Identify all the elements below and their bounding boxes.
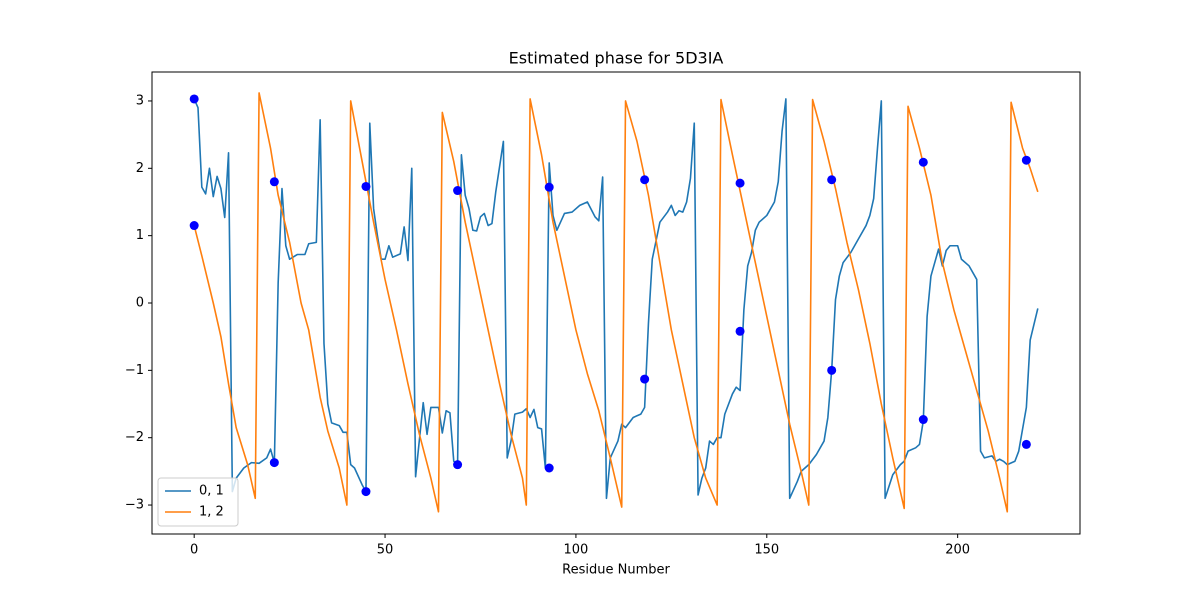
legend-label: 0, 1 (199, 484, 224, 499)
x-tick-label: 100 (564, 543, 589, 558)
marker-point (189, 221, 199, 231)
chart-title: Estimated phase for 5D3IA (509, 49, 724, 68)
marker-point (544, 463, 554, 473)
legend-box (157, 477, 239, 527)
y-tick-label: −2 (125, 430, 144, 445)
marker-point (189, 94, 199, 104)
y-tick-label: 2 (136, 161, 144, 176)
x-tick-label: 0 (190, 543, 198, 558)
marker-point (453, 186, 463, 196)
y-tick-label: 1 (136, 228, 144, 243)
line-series (193, 98, 1039, 500)
marker-point (1021, 439, 1031, 449)
plot-frame (151, 71, 1081, 535)
marker-point (640, 175, 650, 185)
marker-point (918, 415, 928, 425)
marker-point (735, 326, 745, 336)
y-tick-label: −3 (125, 498, 144, 513)
marker-point (269, 458, 279, 468)
legend: 0, 1 1, 2 (157, 477, 239, 527)
y-tick-label: 0 (136, 296, 144, 311)
marker-point (361, 181, 371, 191)
line-series (193, 92, 1039, 513)
x-tick-label: 200 (945, 543, 970, 558)
marker-point (640, 374, 650, 384)
marker-point (827, 175, 837, 185)
marker-point (1021, 155, 1031, 165)
x-tick-label: 150 (754, 543, 779, 558)
legend-label: 1, 2 (199, 505, 224, 520)
marker-point (453, 460, 463, 470)
marker-point (735, 178, 745, 188)
marker-point (827, 365, 837, 375)
marker-point (269, 177, 279, 187)
x-tick-label: 50 (377, 543, 394, 558)
marker-point (918, 157, 928, 167)
y-tick-label: −1 (125, 363, 144, 378)
x-axis-label: Residue Number (562, 563, 670, 578)
y-tick-label: 3 (136, 93, 144, 108)
marker-point (544, 182, 554, 192)
marker-point (361, 487, 371, 497)
